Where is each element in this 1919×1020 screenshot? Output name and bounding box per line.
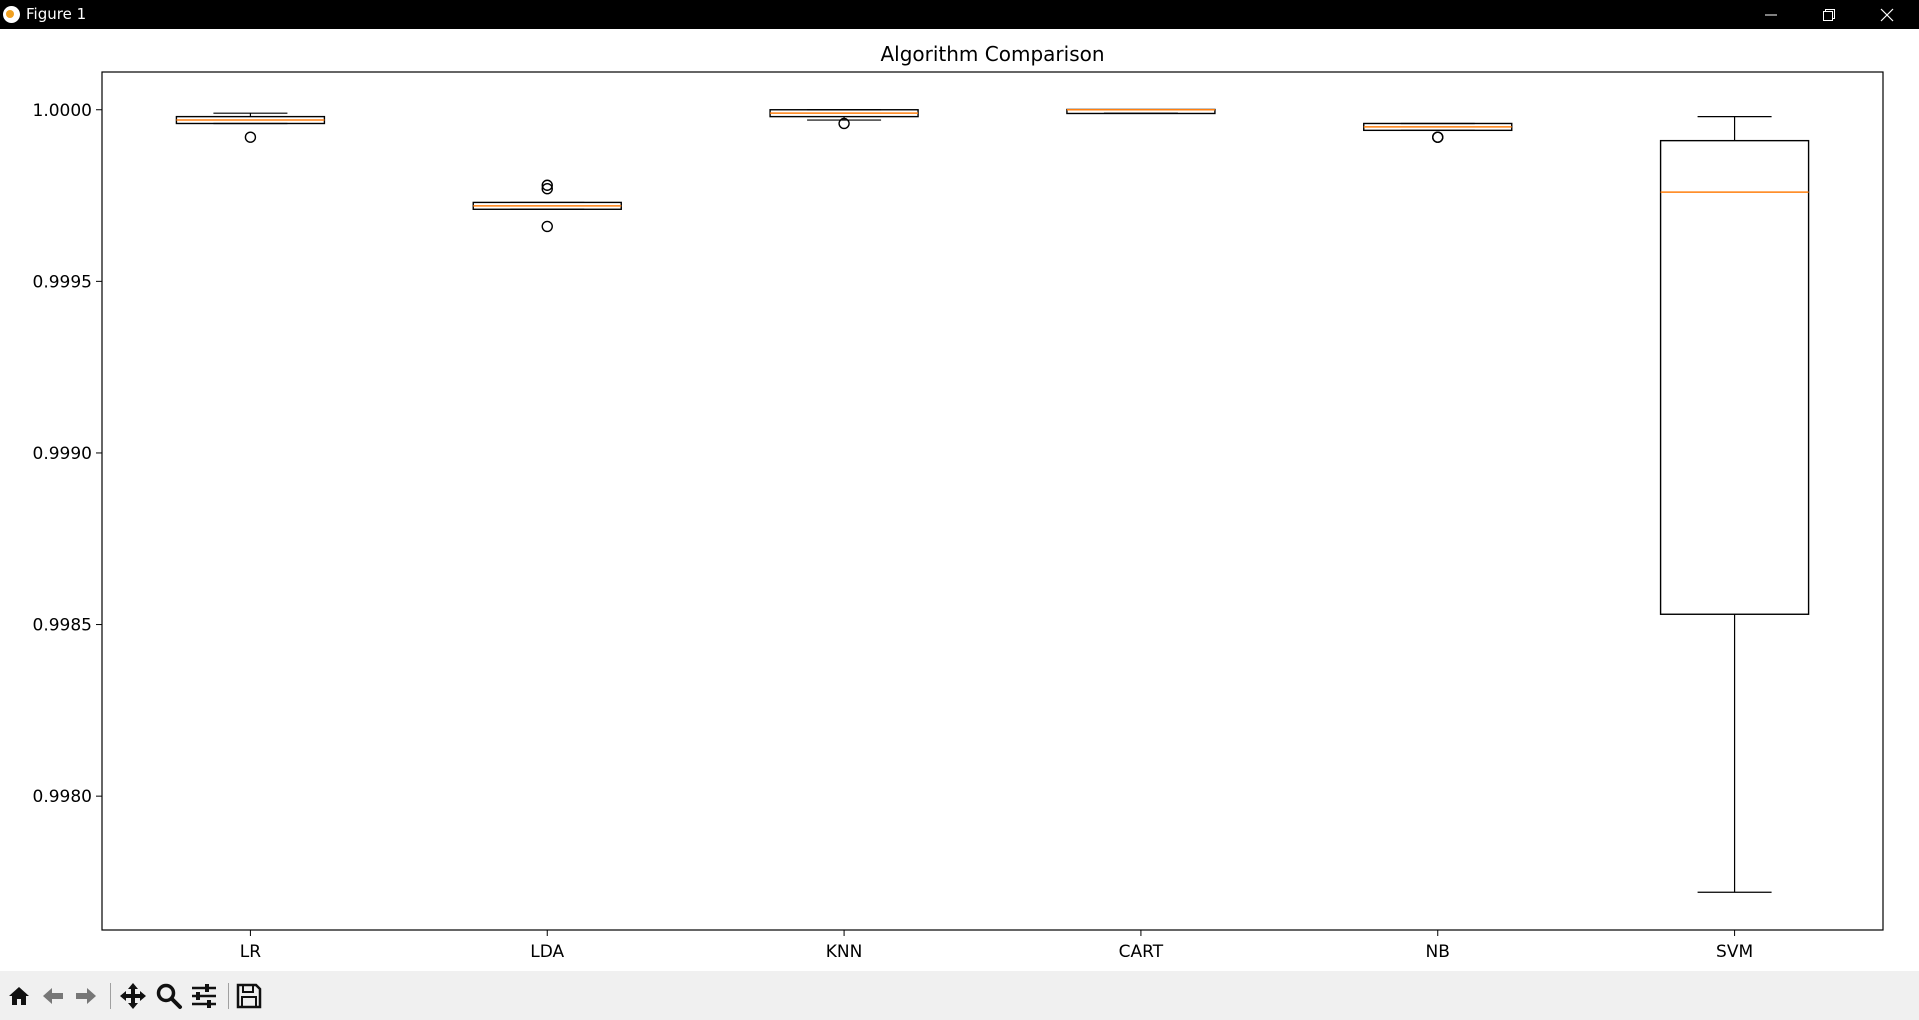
app-icon — [3, 6, 20, 23]
box-plot: Algorithm Comparison 0.9980 0.9985 0.9990 0.… — [33, 42, 1884, 962]
x-tick-label: LR — [240, 942, 261, 962]
toolbar-separator — [228, 983, 229, 1009]
y-tick-label: 0.9980 — [33, 787, 92, 807]
x-tick-label: NB — [1426, 942, 1450, 962]
restore-icon[interactable] — [1800, 0, 1858, 29]
box-svm — [1659, 139, 1810, 615]
x-tick-label: KNN — [826, 942, 863, 962]
window-title: Figure 1 — [26, 5, 87, 23]
axes-frame — [101, 71, 1884, 931]
y-tick-label: 0.9990 — [33, 444, 92, 464]
title-bar: Figure 1 — [0, 0, 1919, 29]
zoom-icon[interactable] — [154, 981, 184, 1011]
y-tick-label: 0.9985 — [33, 616, 92, 636]
back-arrow-icon[interactable] — [38, 981, 68, 1011]
x-tick-label: CART — [1119, 942, 1164, 962]
navigation-toolbar — [0, 971, 1919, 1020]
toolbar-separator — [110, 983, 111, 1009]
outlier-point — [1432, 131, 1444, 143]
outlier-point — [541, 220, 553, 233]
outlier-point — [541, 179, 553, 191]
configure-subplots-icon[interactable] — [189, 981, 219, 1011]
x-tick-label: SVM — [1716, 942, 1753, 962]
x-tick-label: LDA — [530, 942, 564, 962]
outlier-point — [244, 131, 257, 143]
pan-icon[interactable] — [118, 981, 148, 1011]
outlier-point — [541, 182, 553, 195]
chart-title: Algorithm Comparison — [880, 42, 1104, 66]
plot-canvas[interactable]: Algorithm Comparison 0.9980 0.9985 0.9990 0.… — [0, 29, 1919, 971]
save-icon[interactable] — [234, 981, 264, 1011]
home-icon[interactable] — [4, 981, 34, 1011]
minimize-icon[interactable] — [1742, 0, 1800, 29]
close-icon[interactable] — [1858, 0, 1916, 29]
y-tick-label: 1.0000 — [33, 101, 92, 121]
y-tick-label: 0.9995 — [33, 272, 92, 292]
forward-arrow-icon[interactable] — [71, 981, 101, 1011]
outlier-point — [838, 117, 850, 130]
